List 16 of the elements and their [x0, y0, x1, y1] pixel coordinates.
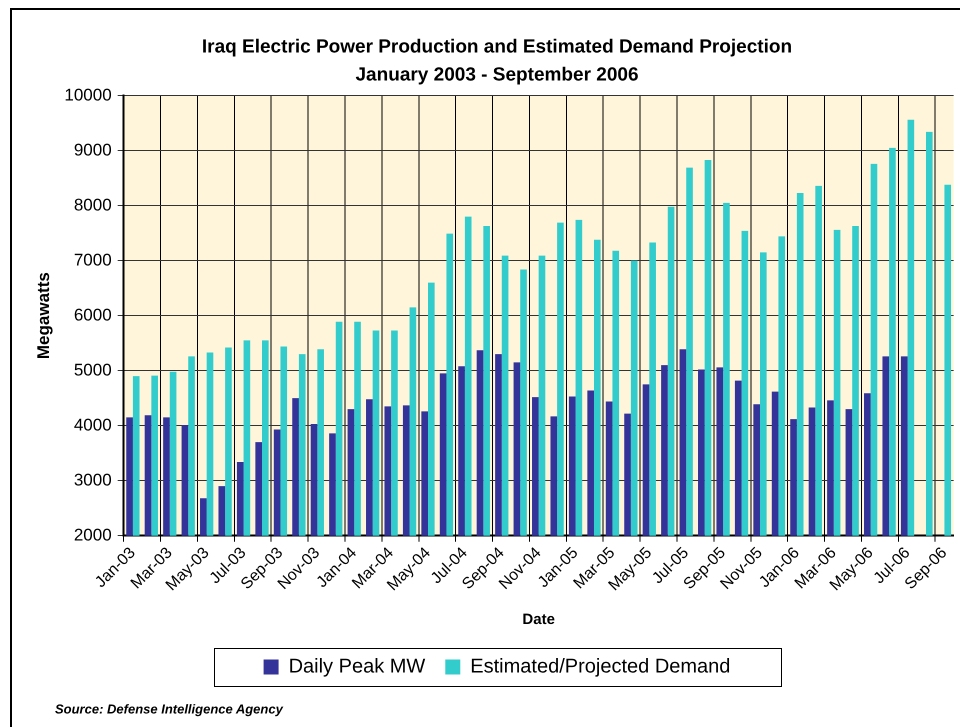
chart-subtitle: January 2003 - September 2006: [355, 64, 639, 86]
x-axis-title: Date: [522, 611, 555, 628]
y-tick-label: 10000: [64, 85, 112, 104]
legend-label: Daily Peak MW: [288, 656, 426, 678]
y-tick-label: 7000: [74, 250, 112, 270]
chart-title: Iraq Electric Power Production and Estimated Demand Projection: [202, 36, 792, 58]
y-axis-title: Megawatts: [34, 272, 53, 360]
legend-label: Estimated/Projected Demand: [470, 656, 730, 678]
y-tick-label: 2000: [74, 525, 112, 544]
y-tick-label: 5000: [74, 360, 112, 380]
y-tick-label: 4000: [74, 415, 112, 434]
source-note: Source: Defense Intelligence Agency: [55, 702, 284, 717]
y-tick-label: 9000: [74, 140, 112, 160]
y-tick-label: 6000: [74, 305, 112, 324]
y-tick-label: 3000: [74, 470, 112, 490]
y-tick-label: 8000: [74, 195, 112, 214]
